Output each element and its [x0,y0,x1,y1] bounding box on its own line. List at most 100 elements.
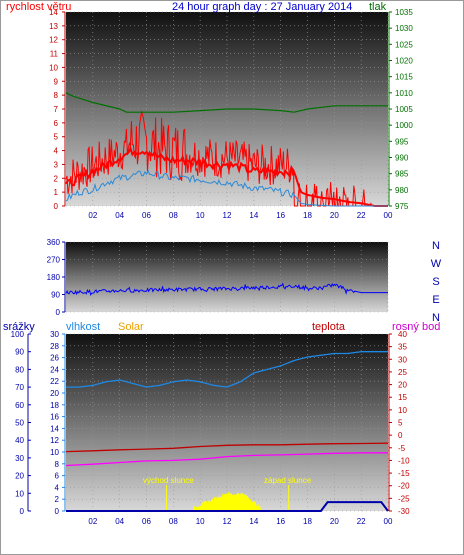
temperature-axis-tick-label: 20 [398,381,407,390]
time-tick-label: 14 [249,517,258,526]
pressure-line [65,92,388,113]
sunrise-label: východ slunce [143,476,194,485]
wind-axis-tick-label: 14 [49,8,58,17]
rain-axis-tick-label: 40 [15,436,24,445]
humidity-axis-tick-label: 12 [50,436,59,445]
humidity-axis-tick-label: 2 [55,495,60,504]
panel-1-grid [66,11,389,207]
wind-speed-line [65,145,388,207]
humidity-axis-tick-label: 24 [50,365,59,374]
wind-axis-tick-label: 3 [54,160,59,169]
direction-axis-tick-label: 90 [51,291,60,300]
time-tick-label: 08 [169,211,178,220]
rain-axis-tick-label: 30 [15,454,24,463]
solar-area [193,491,261,512]
temperature-axis-tick-label: 10 [398,406,407,415]
temperature-axis-tick-label: 15 [398,393,407,402]
pressure-axis-tick-label: 1010 [395,89,413,98]
compass-label: N [432,312,440,324]
time-tick-label: 14 [249,211,258,220]
panel-2-series [65,282,388,297]
panel-3-series [65,351,389,512]
temperature-axis-tick-label: -15 [398,469,410,478]
temperature-axis-tick-label: -5 [398,444,406,453]
humidity-line [66,351,388,388]
temperature-axis-tick-label: 30 [398,355,407,364]
rain-axis-tick-label: 90 [15,348,24,357]
pressure-axis-tick-label: 1020 [395,57,413,66]
temperature-axis-tick-label: 5 [398,419,403,428]
wind-axis-tick-label: 8 [54,91,59,100]
humidity-axis-tick-label: 0 [55,507,60,516]
panel-1-series [65,92,388,207]
pressure-axis-tick-label: 995 [395,137,409,146]
humidity-axis-tick-label: 10 [50,448,59,457]
rain-axis-tick-label: 100 [11,330,25,339]
humidity-axis-tick-label: 16 [50,413,59,422]
compass-label: E [432,294,439,306]
pressure-axis-tick-label: 1000 [395,121,413,130]
panel-3-time-ticks: 02 04 06 08 10 12 14 16 18 20 22 00 [88,517,393,526]
temperature-axis-tick-label: -20 [398,482,410,491]
direction-axis-tick-label: 0 [56,308,61,317]
humidity-axis-tick-label: 4 [55,483,60,492]
wind-axis-tick-label: 13 [49,22,58,31]
humidity-label: vlhkost [66,321,100,333]
rain-axis-tick-label: 80 [15,365,24,374]
rain-axis-tick-label: 10 [15,489,24,498]
rain-label: srážky [3,321,35,333]
time-tick-label: 02 [88,517,97,526]
temperature-axis-tick-label: 0 [398,431,403,440]
direction-axis-tick-label: 360 [47,238,61,247]
temperature-axis-tick-label: 35 [398,343,407,352]
pressure-axis-tick-label: 975 [395,202,409,211]
solar-label: Solar [118,321,144,333]
humidity-axis-tick-label: 28 [50,342,59,351]
humidity-axis-tick-label: 22 [50,377,59,386]
time-tick-label: 20 [330,517,339,526]
temperature-line [65,442,389,453]
dewpoint-label: rosný bod [392,321,440,333]
time-tick-label: 04 [115,211,124,220]
temperature-label: teplota [312,321,346,333]
wind-axis-tick-label: 5 [54,133,59,142]
time-tick-label: 22 [357,517,366,526]
rain-axis-tick-label: 0 [20,507,25,516]
time-tick-label: 16 [276,211,285,220]
pressure-axis-tick-label: 985 [395,170,409,179]
direction-degrees-axis: 0 90 180 270 360 [47,238,66,317]
temperature-axis-tick-label: -30 [398,507,410,516]
pressure-axis-tick-label: 1030 [395,24,413,33]
rain-axis: 0 10 20 30 40 50 60 70 80 90 100 [11,330,31,516]
wind-axis-tick-label: 7 [54,105,59,114]
time-tick-label: 20 [330,211,339,220]
wind-axis-tick-label: 6 [54,119,59,128]
pressure-label: tlak [369,1,387,13]
wind-axis-tick-label: 4 [54,147,59,156]
rain-axis-tick-label: 20 [15,472,24,481]
direction-axis-tick-label: 180 [47,273,61,282]
wind-axis-tick-label: 9 [54,77,59,86]
time-tick-label: 08 [169,517,178,526]
compass-label: S [432,276,439,288]
pressure-axis-tick-label: 1025 [395,40,413,49]
pressure-axis: 975 980 985 990 995 1000 1005 1010 1015 1020 1025 1… [388,8,413,211]
wind-axis-tick-label: 11 [50,50,59,59]
time-tick-label: 06 [142,211,151,220]
time-tick-label: 10 [196,211,205,220]
humidity-axis-tick-label: 8 [55,460,60,469]
time-tick-label: 04 [115,517,124,526]
humidity-axis-tick-label: 6 [55,472,60,481]
time-tick-label: 10 [196,517,205,526]
time-tick-label: 12 [223,211,232,220]
wind-axis-tick-label: 12 [49,36,58,45]
chart-title: 24 hour graph day : 27 January 2014 [172,1,352,13]
temperature-axis-tick-label: 40 [398,330,407,339]
pressure-axis-tick-label: 980 [395,186,409,195]
rain-line [66,501,389,512]
average-wind-line [65,169,388,207]
time-tick-label: 16 [276,517,285,526]
